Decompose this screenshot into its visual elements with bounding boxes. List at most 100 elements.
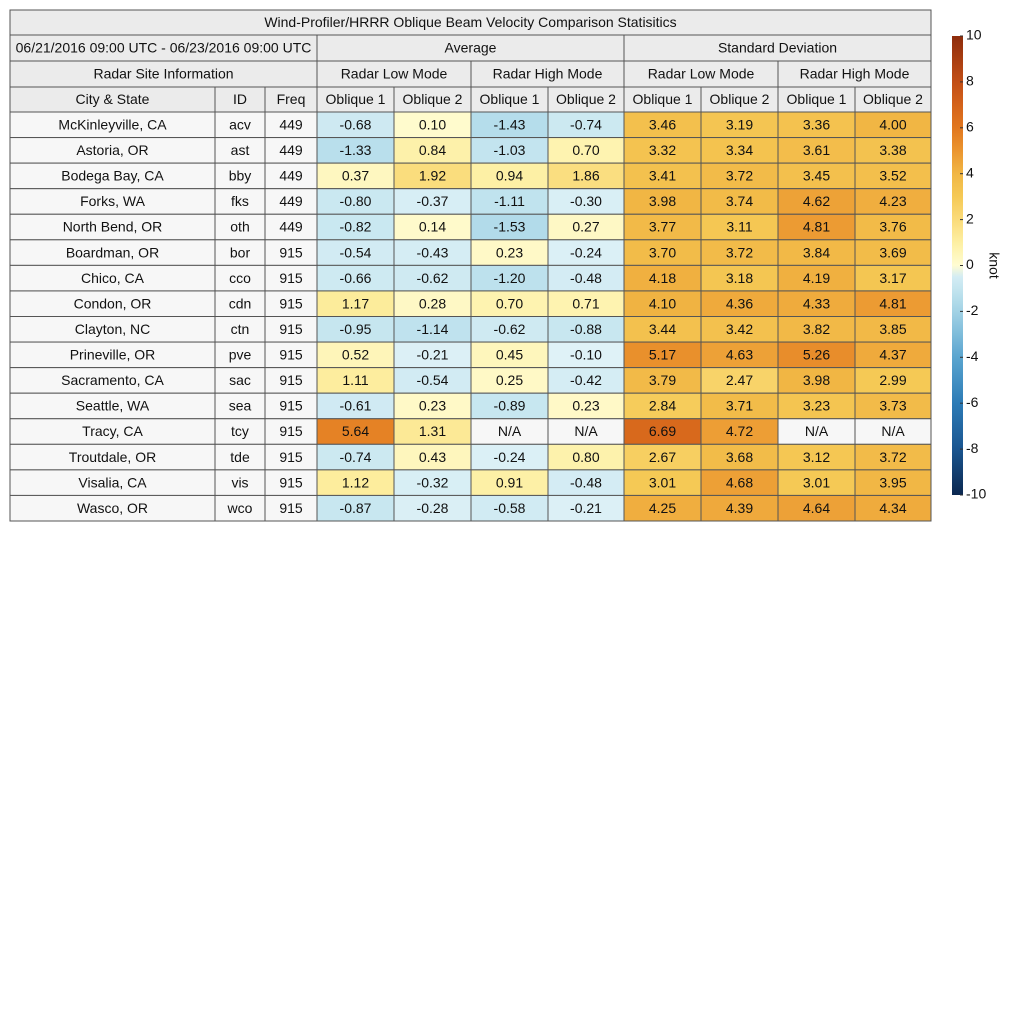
value-cell: 5.64 [342,423,369,439]
value-cell-bg [547,162,625,190]
colorbar-tick-label: 6 [966,119,974,135]
info-cell: Clayton, NC [75,321,150,337]
column-header: Oblique 2 [556,91,616,107]
value-cell: -0.37 [417,193,449,209]
colorbar-tick-label: -2 [966,302,979,318]
value-cell: -0.88 [570,321,602,337]
info-cell: 449 [279,168,303,184]
info-cell: Prineville, OR [70,347,156,363]
value-cell: 3.77 [649,219,676,235]
value-cell-bg [777,213,856,241]
value-cell: -0.48 [570,270,602,286]
group-header: Standard Deviation [718,40,837,56]
value-cell-bg [547,469,625,496]
value-cell-bg [623,341,702,369]
value-cell: 3.95 [879,474,906,490]
info-cell: tcy [231,423,249,439]
value-cell: 0.43 [419,449,446,465]
value-cell: 0.27 [572,219,599,235]
value-cell: 0.84 [419,142,446,158]
value-cell-bg [854,188,932,215]
info-cell: bby [229,168,252,184]
value-cell: 3.69 [879,244,906,260]
column-header-bg [700,86,779,113]
value-cell: 0.14 [419,219,446,235]
value-cell-bg [316,418,395,445]
value-cell-bg [854,367,932,394]
value-cell: 4.33 [803,295,830,311]
value-cell: N/A [805,423,829,439]
value-cell-bg [316,367,395,394]
value-cell-bg [700,264,779,292]
info-cell-bg [214,290,266,317]
value-cell-bg [393,469,472,496]
value-cell: 4.34 [879,500,906,516]
column-header-bg [547,86,625,113]
value-cell: 4.81 [803,219,830,235]
value-cell: -0.62 [417,270,449,286]
value-cell-bg [854,162,932,190]
value-cell-bg [623,469,702,496]
value-cell: 4.23 [879,193,906,209]
value-cell-bg [316,392,395,420]
value-cell: 1.11 [342,372,368,388]
info-cell: tde [230,449,250,465]
colorbar-tick-label: 8 [966,73,974,89]
value-cell: 3.98 [649,193,676,209]
column-header: Oblique 1 [326,91,386,107]
info-cell-bg [9,341,216,369]
value-cell-bg [700,213,779,241]
value-cell: 3.72 [726,168,753,184]
info-cell: Forks, WA [80,193,145,209]
value-cell: 5.17 [649,347,676,363]
value-cell: 3.84 [803,244,830,260]
info-cell: 915 [279,423,303,439]
value-cell-bg [393,137,472,164]
colorbar-tick-label: -8 [966,440,979,456]
value-cell: -0.48 [570,474,602,490]
value-cell: -0.54 [340,244,372,260]
value-cell-bg [777,239,856,266]
info-cell-bg [9,494,216,522]
value-cell: 5.26 [803,347,830,363]
value-cell: 0.94 [496,168,523,184]
value-cell: 2.47 [726,372,753,388]
value-cell-bg [393,341,472,369]
info-cell: ctn [231,321,250,337]
colorbar-tick-label: 4 [966,164,974,180]
info-cell-bg [9,367,216,394]
value-cell: 4.10 [649,295,676,311]
value-cell-bg [547,239,625,266]
value-cell: -0.58 [494,500,526,516]
value-cell: 3.19 [726,116,753,132]
info-cell-bg [214,494,266,522]
value-cell-bg [623,418,702,445]
value-cell: 3.01 [803,474,830,490]
info-cell: 915 [279,295,303,311]
value-cell-bg [854,137,932,164]
value-cell: 0.45 [496,347,523,363]
column-header: Oblique 2 [863,91,923,107]
value-cell: 0.28 [419,295,446,311]
value-cell: 0.80 [572,449,599,465]
value-cell: 4.36 [726,295,753,311]
value-cell: 2.84 [649,398,676,414]
column-header: Oblique 2 [710,91,770,107]
value-cell-bg [623,367,702,394]
info-cell: 449 [279,193,303,209]
value-cell: N/A [574,423,598,439]
value-cell: 1.17 [342,295,369,311]
info-cell: Sacramento, CA [61,372,164,388]
info-cell-bg [264,239,318,266]
value-cell: 4.18 [649,270,676,286]
info-cell-bg [214,111,266,139]
value-cell: 4.62 [803,193,830,209]
value-cell: -0.21 [417,347,449,363]
value-cell: 3.34 [726,142,753,158]
value-cell: -0.32 [417,474,449,490]
value-cell: 3.45 [803,168,830,184]
info-cell: Seattle, WA [76,398,150,414]
value-cell: -0.80 [340,193,372,209]
value-cell: 0.23 [419,398,446,414]
colorbar-tick-label: 10 [966,27,982,43]
